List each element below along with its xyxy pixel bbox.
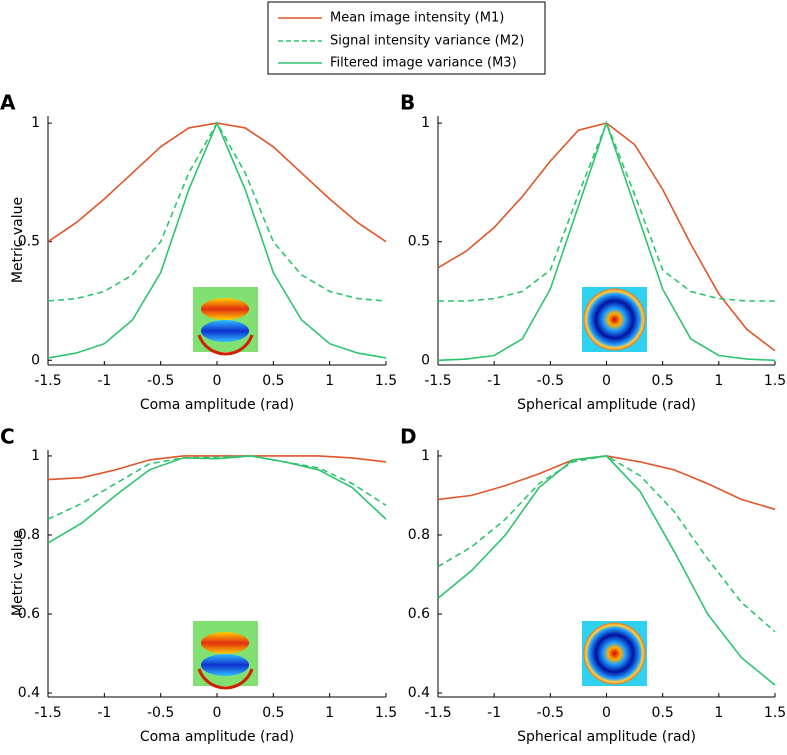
y-tick-label: 0.5	[18, 234, 40, 250]
series-line	[47, 121, 387, 359]
x-tick-label: 0.5	[262, 705, 284, 721]
x-tick-label: 1.5	[375, 705, 397, 721]
x-tick-label: 0	[602, 373, 611, 389]
series-line	[437, 120, 776, 362]
x-tick-label: -1.5	[424, 705, 451, 721]
y-tick-label: 1	[421, 115, 430, 131]
series-line	[437, 455, 776, 633]
series-line	[47, 455, 387, 544]
series-line	[47, 122, 387, 243]
y-tick-label: 0.4	[408, 685, 430, 701]
x-tick-label: -1.5	[34, 373, 61, 389]
legend-label: Filtered image variance (M3)	[330, 56, 517, 71]
inset-image	[191, 285, 260, 356]
x-tick-label: 1	[325, 373, 334, 389]
x-tick-label: 0.5	[652, 705, 674, 721]
x-tick-label: -0.5	[147, 705, 174, 721]
x-tick-label: 0	[213, 373, 222, 389]
x-tick-label: -1	[487, 705, 501, 721]
x-tick-label: -1	[97, 705, 111, 721]
y-axis-label: Metric value	[10, 530, 26, 616]
series-line	[438, 120, 775, 302]
x-tick-label: -1.5	[424, 373, 451, 389]
y-tick-label: 1	[421, 448, 430, 464]
x-tick-label: -1	[487, 373, 501, 389]
x-axis-label: Spherical amplitude (rad)	[517, 397, 696, 413]
x-tick-label: -0.5	[537, 705, 564, 721]
x-tick-label: 0.5	[652, 373, 674, 389]
series-line	[47, 455, 387, 520]
x-tick-label: 1.5	[764, 705, 786, 721]
series-line	[437, 455, 776, 511]
legend-label: Signal intensity variance (M2)	[330, 34, 524, 49]
x-tick-label: 1.5	[764, 373, 786, 389]
x-tick-label: 0	[602, 705, 611, 721]
x-tick-label: 0.5	[262, 373, 284, 389]
y-tick-label: 0.8	[18, 527, 40, 543]
inset-image	[582, 621, 647, 686]
inset-image	[191, 619, 260, 690]
x-axis-label: Coma amplitude (rad)	[140, 729, 294, 745]
x-tick-label: -1.5	[34, 705, 61, 721]
panel-letter: A	[0, 91, 16, 115]
y-tick-label: 0	[31, 352, 40, 368]
y-tick-label: 1	[31, 448, 40, 464]
x-tick-label: 1	[325, 705, 334, 721]
y-tick-label: 0.5	[408, 234, 430, 250]
series-line	[437, 455, 776, 686]
panel-letter: D	[400, 425, 417, 449]
inset-image	[582, 287, 647, 352]
y-axis-label: Metric value	[10, 197, 26, 283]
x-tick-label: 1	[714, 373, 723, 389]
legend-box	[267, 1, 546, 75]
x-tick-label: 1.5	[375, 373, 397, 389]
x-tick-label: 0	[213, 705, 222, 721]
y-tick-label: 0.6	[18, 606, 40, 622]
series-line	[47, 455, 387, 481]
y-tick-label: 0.6	[408, 606, 430, 622]
x-axis-label: Spherical amplitude (rad)	[517, 729, 696, 745]
y-tick-label: 0.8	[408, 527, 430, 543]
y-tick-label: 0.4	[18, 685, 40, 701]
panel-letter: C	[0, 425, 15, 449]
series-line	[47, 121, 387, 302]
x-tick-label: -0.5	[147, 373, 174, 389]
y-tick-label: 0	[421, 352, 430, 368]
x-tick-label: 1	[714, 705, 723, 721]
legend-label: Mean image intensity (M1)	[330, 11, 504, 26]
x-tick-label: -1	[97, 373, 111, 389]
y-tick-label: 1	[31, 115, 40, 131]
x-axis-label: Coma amplitude (rad)	[140, 397, 294, 413]
x-tick-label: -0.5	[537, 373, 564, 389]
panel-letter: B	[400, 91, 415, 115]
